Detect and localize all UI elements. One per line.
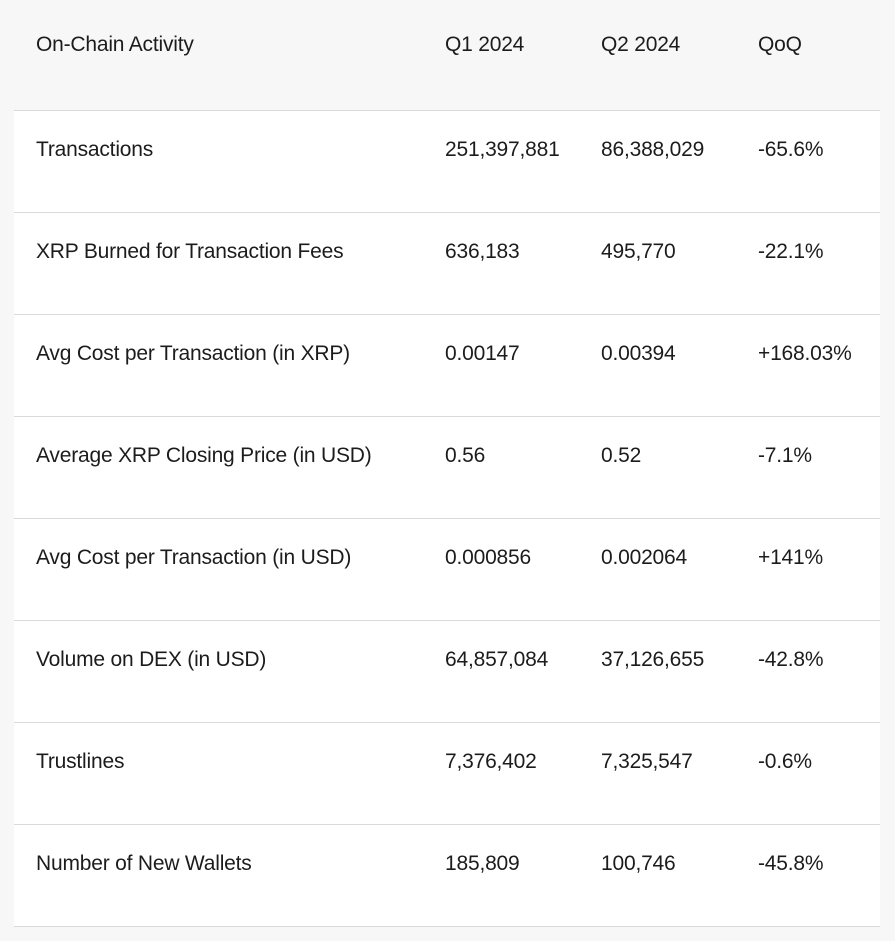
table-row: Volume on DEX (in USD) 64,857,084 37,126… (14, 620, 880, 723)
q2-value: 0.00394 (601, 314, 758, 417)
qoq-value: -22.1% (758, 212, 880, 315)
row-label: Average XRP Closing Price (in USD) (14, 416, 445, 519)
row-label: XRP Burned for Transaction Fees (14, 212, 445, 315)
qoq-value: +141% (758, 518, 880, 621)
row-label: Avg Cost per Transaction (in XRP) (14, 314, 445, 417)
q1-value: 636,183 (445, 212, 601, 315)
on-chain-activity-section: On-Chain Activity Q1 2024 Q2 2024 QoQ Tr… (14, 0, 880, 927)
q2-value: 37,126,655 (601, 620, 758, 723)
row-label: Transactions (14, 110, 445, 213)
qoq-value: +168.03% (758, 314, 880, 417)
qoq-value: -7.1% (758, 416, 880, 519)
row-label: Volume on DEX (in USD) (14, 620, 445, 723)
qoq-value: -65.6% (758, 110, 880, 213)
column-header-q2-2024: Q2 2024 (601, 33, 681, 56)
q2-value: 86,388,029 (601, 110, 758, 213)
row-label: Trustlines (14, 722, 445, 825)
qoq-value: -45.8% (758, 824, 880, 927)
table-row: Avg Cost per Transaction (in XRP) 0.0014… (14, 314, 880, 417)
row-label: Number of New Wallets (14, 824, 445, 927)
table-row: Avg Cost per Transaction (in USD) 0.0008… (14, 518, 880, 621)
row-label: Avg Cost per Transaction (in USD) (14, 518, 445, 621)
qoq-value: -0.6% (758, 722, 880, 825)
column-header-q1-2024: Q1 2024 (445, 33, 525, 56)
q2-value: 0.002064 (601, 518, 758, 621)
q2-value: 7,325,547 (601, 722, 758, 825)
q2-value: 495,770 (601, 212, 758, 315)
q1-value: 7,376,402 (445, 722, 601, 825)
table-row: XRP Burned for Transaction Fees 636,183 … (14, 212, 880, 315)
column-header-metric: On-Chain Activity (36, 33, 194, 56)
q2-value: 100,746 (601, 824, 758, 927)
q1-value: 0.56 (445, 416, 601, 519)
q1-value: 185,809 (445, 824, 601, 927)
q1-value: 0.000856 (445, 518, 601, 621)
column-header-qoq: QoQ (758, 33, 802, 56)
q1-value: 251,397,881 (445, 110, 601, 213)
on-chain-activity-table: On-Chain Activity Q1 2024 Q2 2024 QoQ Tr… (14, 0, 880, 927)
q2-value: 0.52 (601, 416, 758, 519)
table-row: Average XRP Closing Price (in USD) 0.56 … (14, 416, 880, 519)
qoq-value: -42.8% (758, 620, 880, 723)
header-row: On-Chain Activity Q1 2024 Q2 2024 QoQ (14, 0, 880, 111)
table-row: Trustlines 7,376,402 7,325,547 -0.6% (14, 722, 880, 825)
q1-value: 64,857,084 (445, 620, 601, 723)
q1-value: 0.00147 (445, 314, 601, 417)
table-row: Transactions 251,397,881 86,388,029 -65.… (14, 110, 880, 213)
table-row: Number of New Wallets 185,809 100,746 -4… (14, 824, 880, 927)
